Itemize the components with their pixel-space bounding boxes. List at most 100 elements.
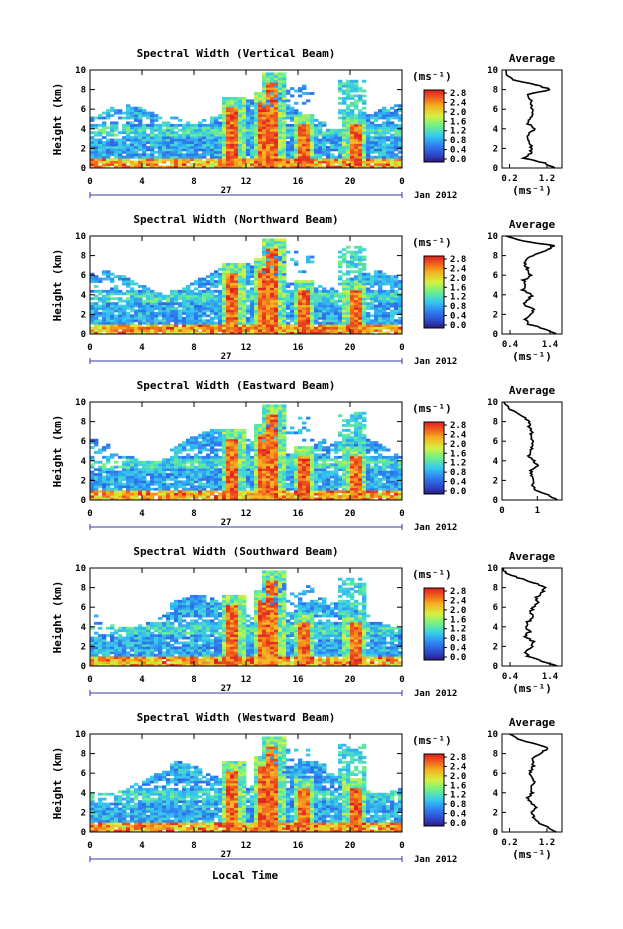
average-y-tick-label: 2 (493, 642, 498, 652)
x-tick-label: 0 (87, 509, 92, 519)
x-tick-label: 20 (345, 177, 356, 187)
x-tick-label: 8 (191, 509, 196, 519)
average-frame (501, 567, 563, 667)
colorbar (423, 421, 445, 495)
x-tick-label: 16 (293, 343, 304, 353)
y-tick-label: 6 (81, 271, 86, 281)
x-tick-label: 20 (345, 343, 356, 353)
heatmap-cells (90, 72, 403, 169)
average-y-tick-label: 10 (487, 232, 498, 242)
panel-title: Spectral Width (Westward Beam) (137, 711, 336, 724)
y-tick-label: 2 (81, 476, 86, 486)
x-tick-label: 12 (241, 177, 252, 187)
average-profile-line (501, 567, 558, 667)
colorbar-tick-label: 2.0 (450, 274, 466, 284)
y-tick-label: 6 (81, 437, 86, 447)
y-tick-label: 4 (81, 291, 87, 301)
day-label: 27 (221, 850, 232, 860)
panel-1: Spectral Width (Vertical Beam) 0 2 4 6 8 10 Hei… (51, 47, 563, 201)
average-title: Average (509, 716, 556, 729)
average-x-tick-label: 0 (499, 506, 504, 516)
y-axis-label: Height (km) (51, 581, 64, 654)
average-y-tick-label: 6 (493, 603, 498, 613)
colorbar-unit-label: (ms⁻¹) (412, 734, 452, 747)
average-y-tick-label: 8 (493, 252, 498, 262)
y-tick-label: 8 (81, 418, 86, 428)
x-tick-label: 8 (191, 675, 196, 685)
panel-title: Spectral Width (Vertical Beam) (137, 47, 336, 60)
x-tick-label: 16 (293, 177, 304, 187)
average-y-tick-label: 4 (493, 623, 499, 633)
x-tick-label: 0 (87, 675, 92, 685)
average-y-tick-label: 10 (487, 66, 498, 76)
y-tick-label: 0 (81, 164, 86, 174)
x-tick-label: 20 (345, 509, 356, 519)
x-tick-label: 8 (191, 343, 196, 353)
y-tick-label: 6 (81, 603, 86, 613)
y-tick-label: 4 (81, 457, 87, 467)
y-tick-label: 4 (81, 789, 87, 799)
colorbar-tick-label: 1.2 (450, 625, 466, 635)
date-label: Jan 2012 (414, 689, 457, 699)
x-tick-label: 0 (87, 841, 92, 851)
average-title: Average (509, 550, 556, 563)
colorbar-tick-label: 2.8 (450, 421, 466, 431)
average-y-tick-label: 2 (493, 310, 498, 320)
average-unit-label: (ms⁻¹) (512, 848, 552, 861)
average-unit-label: (ms⁻¹) (512, 184, 552, 197)
colorbar-tick-label: 0.8 (450, 468, 466, 478)
average-y-tick-label: 4 (493, 291, 499, 301)
x-tick-label: 16 (293, 675, 304, 685)
y-tick-label: 8 (81, 750, 86, 760)
day-label: 27 (221, 352, 232, 362)
x-tick-label: 20 (345, 675, 356, 685)
date-label: Jan 2012 (414, 191, 457, 201)
average-x-tick-label: 0.4 (502, 672, 519, 682)
average-y-tick-label: 8 (493, 750, 498, 760)
colorbar-tick-label: 2.4 (450, 762, 467, 772)
average-x-tick-label: 0.2 (501, 174, 517, 184)
y-tick-label: 2 (81, 144, 86, 154)
x-tick-label: 4 (139, 177, 145, 187)
average-x-tick-label: 0.2 (501, 838, 517, 848)
colorbar-tick-label: 0.8 (450, 136, 466, 146)
y-tick-label: 8 (81, 86, 86, 96)
colorbar-unit-label: (ms⁻¹) (412, 568, 452, 581)
average-x-tick-label: 1.2 (539, 838, 555, 848)
average-y-tick-label: 8 (493, 86, 498, 96)
y-tick-label: 10 (75, 66, 86, 76)
y-tick-label: 6 (81, 769, 86, 779)
average-x-tick-label: 1.4 (542, 340, 559, 350)
colorbar-tick-label: 1.2 (450, 127, 466, 137)
colorbar-tick-label: 0.0 (450, 155, 466, 165)
colorbar-tick-label: 2.8 (450, 587, 466, 597)
x-tick-label: 0 (399, 177, 404, 187)
x-tick-label: 8 (191, 841, 196, 851)
average-frame (501, 235, 563, 335)
panel-3: Spectral Width (Eastward Beam)0246810Hei… (51, 379, 563, 533)
colorbar-tick-label: 0.8 (450, 634, 466, 644)
date-label: Jan 2012 (414, 855, 457, 865)
colorbar-unit-label: (ms⁻¹) (412, 70, 452, 83)
average-y-tick-label: 0 (493, 828, 498, 838)
average-y-tick-label: 6 (493, 105, 498, 115)
date-label: Jan 2012 (414, 523, 457, 533)
y-tick-label: 2 (81, 808, 86, 818)
average-y-tick-label: 2 (493, 808, 498, 818)
y-tick-label: 10 (75, 398, 86, 408)
day-label: 27 (221, 518, 232, 528)
x-tick-label: 16 (293, 509, 304, 519)
average-title: Average (509, 52, 556, 65)
colorbar-tick-label: 2.4 (450, 596, 467, 606)
colorbar-tick-label: 0.8 (450, 800, 466, 810)
colorbar-tick-label: 2.8 (450, 753, 466, 763)
average-profile-line (505, 69, 556, 169)
colorbar-tick-label: 1.6 (450, 283, 466, 293)
colorbar-tick-label: 2.8 (450, 89, 466, 99)
x-tick-label: 12 (241, 841, 252, 851)
colorbar-tick-label: 1.2 (450, 293, 466, 303)
colorbar (423, 587, 445, 661)
x-tick-label: 0 (87, 343, 92, 353)
x-tick-label: 0 (399, 675, 404, 685)
colorbar-tick-label: 1.6 (450, 781, 466, 791)
